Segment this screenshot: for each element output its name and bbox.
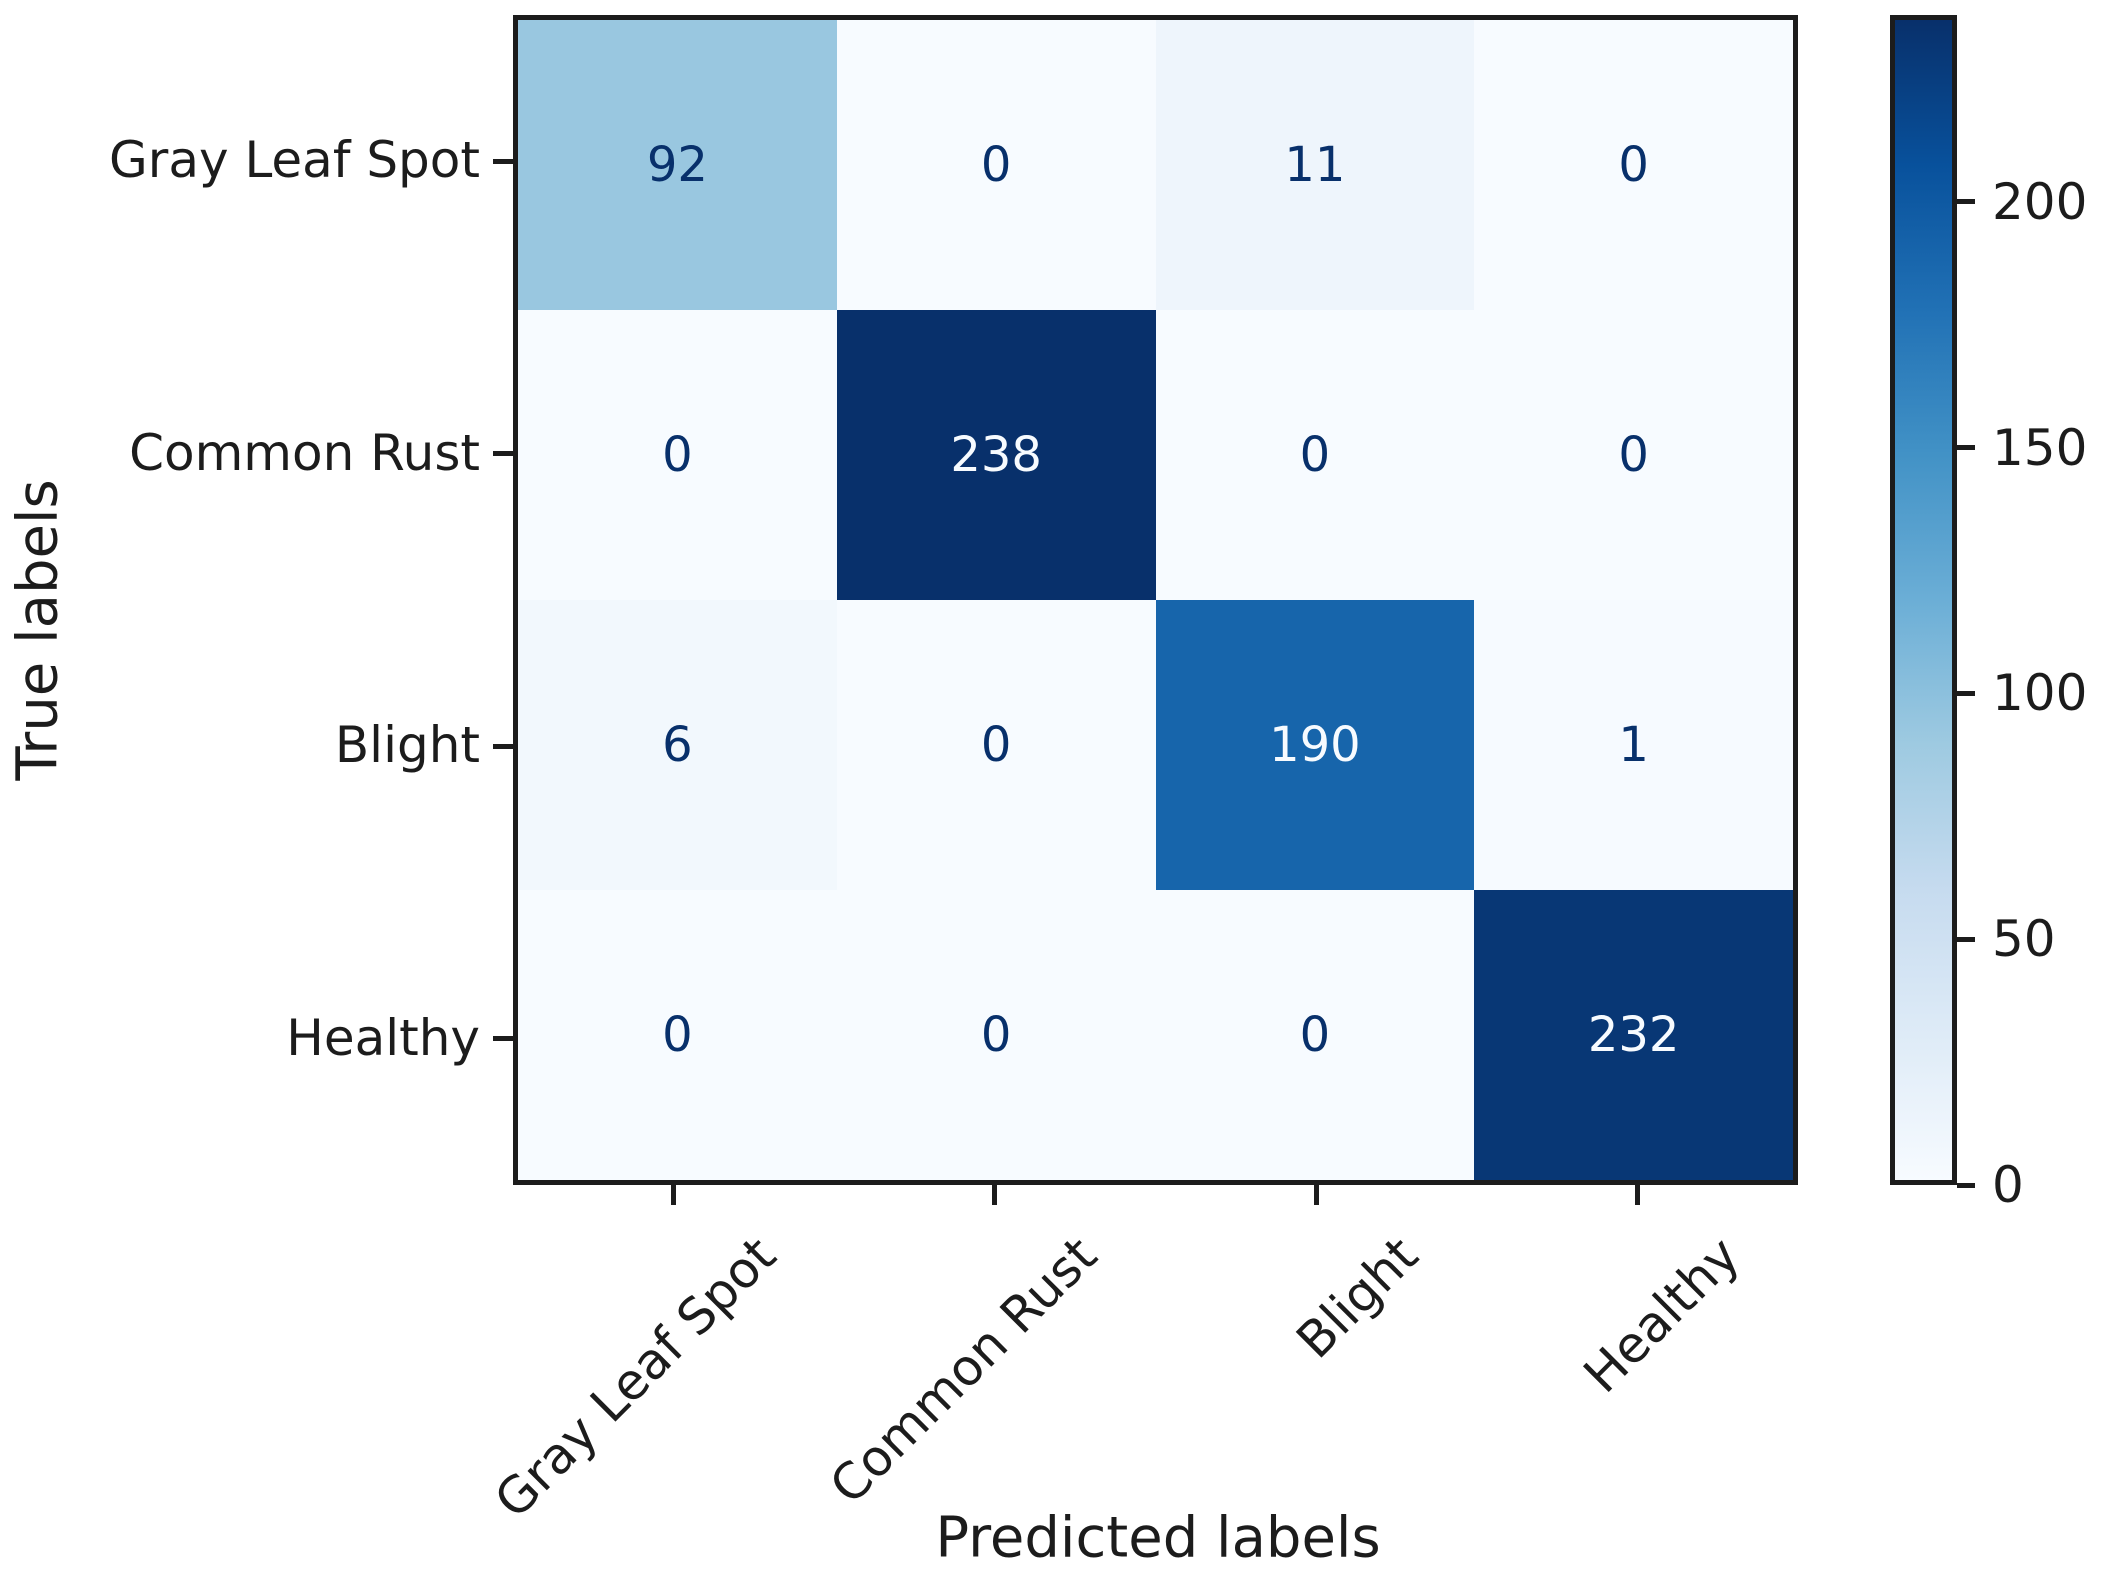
heatmap-plot-area: 92 0 11 0 0 238 0 0 6 0 190 1 0 0 0 232 (513, 15, 1798, 1185)
heatmap-cell-r3c1: 0 (836, 890, 1156, 1180)
colorbar-tick-label: 200 (1992, 172, 2088, 231)
heatmap-cell-r2c3: 1 (1474, 600, 1793, 890)
heatmap-cell-r2c0: 6 (518, 600, 837, 890)
x-tick-label: Gray Leaf Spot (483, 1226, 787, 1530)
colorbar-tick-mark (1957, 445, 1975, 451)
colorbar (1890, 15, 1957, 1185)
heatmap-cell-r2c2: 190 (1155, 600, 1475, 890)
colorbar-tick-label: 150 (1992, 418, 2088, 477)
x-tick-mark (1634, 1185, 1640, 1205)
colorbar-tick-mark (1957, 936, 1975, 942)
heatmap-cell-r0c1: 0 (836, 20, 1156, 310)
colorbar-tick-mark (1957, 199, 1975, 205)
y-tick-label: Gray Leaf Spot (109, 131, 480, 190)
heatmap-cell-r3c2: 0 (1155, 890, 1475, 1180)
heatmap-cell-r3c3: 232 (1474, 890, 1793, 1180)
y-tick-mark (493, 743, 513, 749)
colorbar-tick-mark (1957, 1182, 1975, 1188)
x-axis-title: Predicted labels (935, 1505, 1381, 1571)
y-tick-label: Healthy (286, 1008, 480, 1067)
colorbar-tick-label: 100 (1992, 664, 2088, 723)
heatmap-cell-r0c2: 11 (1155, 20, 1475, 310)
colorbar-tick-mark (1957, 690, 1975, 696)
heatmap-cell-r2c1: 0 (836, 600, 1156, 890)
heatmap-cell-r1c3: 0 (1474, 310, 1793, 600)
x-tick-label: Blight (1285, 1226, 1430, 1370)
x-tick-mark (671, 1185, 677, 1205)
x-tick-mark (1313, 1185, 1319, 1205)
colorbar-tick-label: 0 (1992, 1156, 2024, 1214)
y-tick-mark (493, 451, 513, 457)
y-tick-label: Blight (334, 716, 480, 775)
x-tick-mark (992, 1185, 998, 1205)
x-tick-label: Common Rust (818, 1226, 1108, 1516)
x-tick-label: Healthy (1572, 1226, 1751, 1405)
heatmap-cell-r0c3: 0 (1474, 20, 1793, 310)
heatmap-cell-r1c0: 0 (518, 310, 837, 600)
y-tick-mark (493, 1036, 513, 1042)
heatmap-cell-r1c1: 238 (836, 310, 1156, 600)
heatmap-cell-r3c0: 0 (518, 890, 837, 1180)
y-tick-mark (493, 158, 513, 164)
heatmap-cell-r1c2: 0 (1155, 310, 1475, 600)
y-axis-title: True labels (5, 479, 71, 781)
heatmap-cell-r0c0: 92 (518, 20, 837, 310)
y-tick-label: Common Rust (129, 423, 480, 482)
colorbar-tick-label: 50 (1992, 910, 2056, 969)
